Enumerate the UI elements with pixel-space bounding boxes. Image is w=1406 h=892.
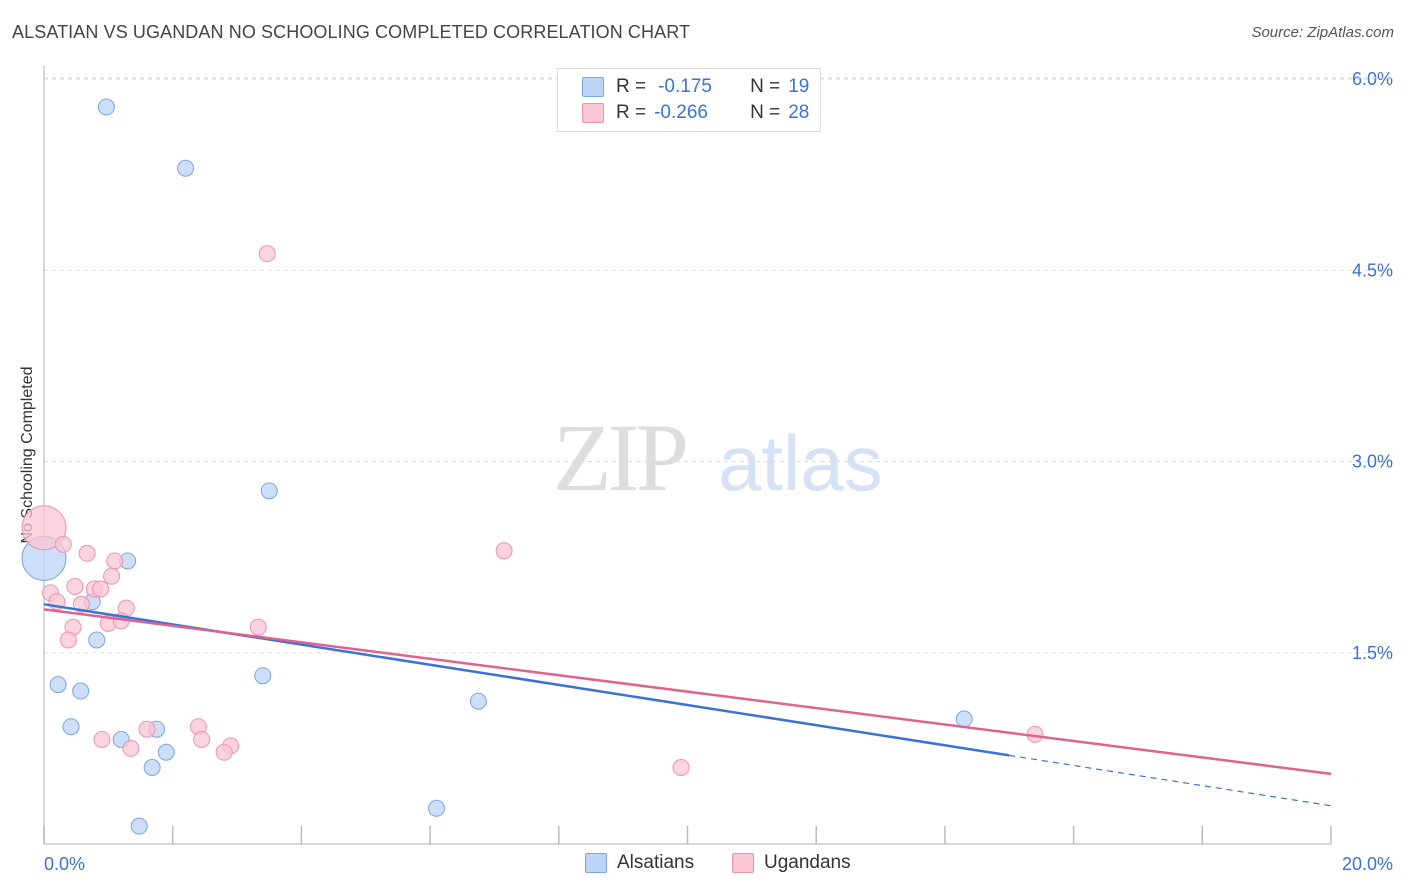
ugandans-point bbox=[106, 552, 124, 570]
r-label: R = bbox=[616, 102, 647, 123]
ugandans-point bbox=[93, 730, 111, 748]
alsatians-swatch-icon bbox=[582, 77, 604, 97]
ugandans-point bbox=[78, 544, 96, 562]
r-value: -0.266 bbox=[654, 102, 708, 123]
ugandans-point bbox=[92, 580, 110, 598]
alsatians-point bbox=[143, 759, 161, 776]
ugandans-point bbox=[59, 631, 77, 649]
y-tick-label: 1.5% bbox=[1352, 643, 1393, 663]
alsatians-point bbox=[62, 718, 80, 736]
ugandans-point bbox=[54, 535, 72, 553]
alsatians-point bbox=[157, 743, 175, 761]
ugandans-point bbox=[495, 542, 513, 560]
alsatians-point bbox=[88, 631, 106, 649]
y-tick-label: 3.0% bbox=[1352, 452, 1393, 472]
ugandans-swatch-icon bbox=[582, 103, 604, 123]
correlation-legend: R = -0.175 N = 19 R = -0.266 N = 28 bbox=[557, 68, 821, 132]
r-label: R = bbox=[616, 76, 647, 97]
ugandans-point bbox=[66, 577, 84, 595]
n-label: N = bbox=[750, 76, 781, 97]
ugandans-trend-line bbox=[43, 608, 1332, 776]
ugandans-point bbox=[193, 730, 211, 748]
alsatians-swatch-icon bbox=[585, 853, 607, 873]
ugandans-point bbox=[122, 739, 140, 757]
legend-item-alsatians[interactable]: Alsatians bbox=[585, 852, 694, 874]
alsatians-point bbox=[49, 676, 67, 694]
alsatians-point bbox=[97, 98, 115, 116]
legend-label-alsatians: Alsatians bbox=[617, 852, 695, 873]
source-credit: Source: ZipAtlas.com bbox=[1251, 24, 1394, 41]
alsatians-point bbox=[428, 799, 446, 817]
alsatians-point bbox=[130, 817, 148, 835]
legend-row-ugandans: R = -0.266 N = 28 bbox=[582, 101, 809, 125]
ugandans-point bbox=[103, 567, 121, 585]
alsatians-point bbox=[177, 159, 195, 177]
legend-item-ugandans[interactable]: Ugandans bbox=[732, 852, 851, 874]
series-legend: Alsatians Ugandans bbox=[0, 852, 1406, 878]
watermark-zip: ZIP bbox=[553, 404, 686, 511]
watermark-atlas: atlas bbox=[718, 419, 883, 507]
n-label: N = bbox=[750, 102, 781, 123]
y-tick-label: 4.5% bbox=[1352, 260, 1393, 280]
ugandans-swatch-icon bbox=[732, 853, 754, 873]
alsatians-point bbox=[254, 667, 272, 685]
alsatians-trend-line-extension bbox=[1009, 754, 1332, 807]
legend-label-ugandans: Ugandans bbox=[764, 852, 851, 873]
alsatians-point bbox=[260, 482, 278, 500]
n-value: 28 bbox=[788, 102, 810, 123]
alsatians-point bbox=[72, 682, 90, 700]
r-value: -0.175 bbox=[658, 76, 712, 97]
ugandans-point bbox=[249, 618, 267, 636]
ugandans-point bbox=[138, 720, 156, 738]
ugandans-point bbox=[672, 759, 690, 776]
legend-row-alsatians: R = -0.175 N = 19 bbox=[582, 75, 809, 99]
y-tick-label: 6.0% bbox=[1352, 69, 1393, 89]
alsatians-point bbox=[469, 692, 487, 710]
n-value: 19 bbox=[788, 76, 810, 97]
alsatians-point bbox=[955, 710, 973, 728]
x-tick-label: 0.0% bbox=[44, 854, 85, 874]
x-tick-label: 20.0% bbox=[1342, 854, 1393, 874]
ugandans-point bbox=[258, 245, 276, 263]
chart-title: ALSATIAN VS UGANDAN NO SCHOOLING COMPLET… bbox=[12, 22, 691, 42]
ugandans-point bbox=[215, 743, 233, 761]
ugandans-point bbox=[21, 505, 67, 551]
